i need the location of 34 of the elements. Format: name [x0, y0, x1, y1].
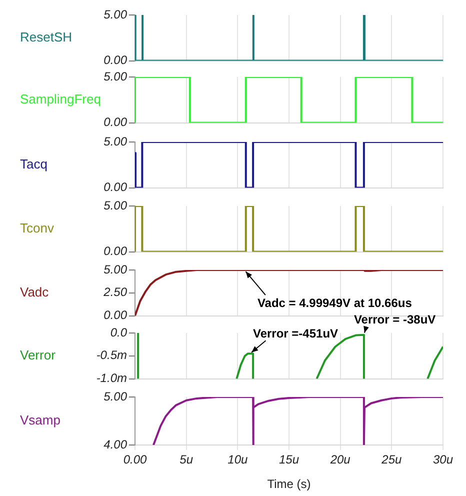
- x-tick-label: 15u: [278, 452, 300, 467]
- y-tick-label: -1.0m: [96, 371, 127, 386]
- x-tick-label: 20u: [329, 452, 351, 467]
- annotation: Verror =-451uV: [252, 326, 338, 341]
- annotation: Verror = -38uV: [354, 312, 436, 327]
- text: Vadc: [20, 284, 50, 300]
- text: Vsamp: [20, 412, 60, 428]
- x-tick-label: 30u: [432, 452, 454, 467]
- y-tick-label: 0.00: [104, 244, 128, 258]
- text: SamplingFreq: [20, 91, 101, 106]
- y-tick-label: 0.00: [104, 53, 128, 68]
- y-tick-label: 5.00: [104, 198, 128, 212]
- text: ResetSH: [20, 29, 72, 44]
- y-tick-label: 2.50: [102, 285, 128, 300]
- y-tick-label: 5.00: [104, 7, 128, 22]
- y-tick-label: 5.00: [104, 262, 128, 276]
- y-tick-label: 4.00: [104, 437, 128, 452]
- x-tick-label: 25u: [380, 452, 402, 467]
- text: Verror: [20, 347, 56, 362]
- y-tick-label: 0.00: [104, 115, 128, 130]
- text: Tconv: [20, 220, 54, 236]
- x-tick-label: 0.00: [123, 452, 147, 467]
- text: Tacq: [20, 156, 48, 172]
- x-tick-label: 5u: [180, 452, 194, 467]
- y-tick-label: 5.00: [104, 389, 128, 404]
- y-tick-label: 0.0: [110, 325, 128, 340]
- x-tick-label: 10u: [228, 452, 248, 467]
- y-tick-label: 5.00: [104, 134, 128, 148]
- y-tick-label: 5.00: [104, 69, 128, 84]
- annotation: Vadc = 4.99949V at 10.66us: [257, 296, 412, 310]
- y-tick-label: -0.5m: [96, 348, 127, 362]
- y-tick-label: 0.00: [104, 180, 128, 194]
- x-axis-title: Time (s): [267, 477, 311, 492]
- y-tick-label: 0.00: [104, 308, 128, 322]
